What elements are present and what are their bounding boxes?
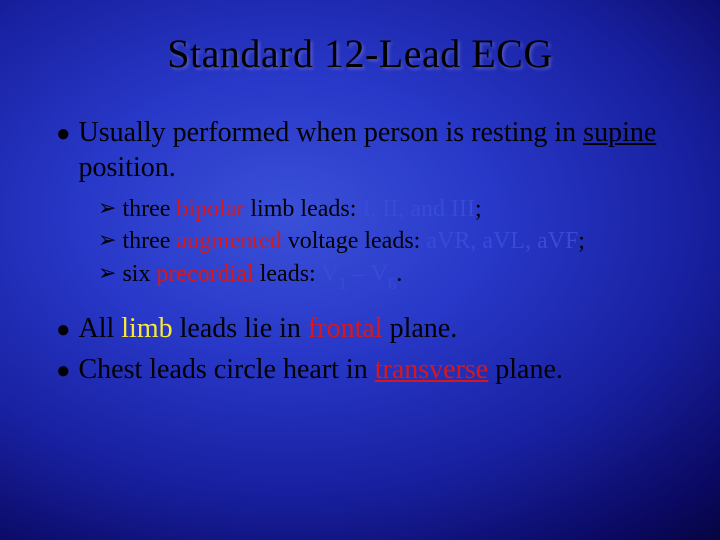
bullet-supine: ● Usually performed when person is resti… (56, 115, 670, 185)
bullet-dot-icon: ● (56, 315, 71, 345)
text-blue: aVR, aVL, aVF (426, 228, 578, 254)
v-label: V (321, 261, 338, 287)
text-red: precordial (156, 261, 253, 287)
text-fragment: Chest leads circle heart in (79, 354, 375, 385)
sub-bullet-list: ➢ three bipolar limb leads: I, II, and I… (98, 193, 670, 293)
dash: – (347, 261, 371, 287)
bullet-frontal: ● All limb leads lie in frontal plane. (56, 311, 670, 346)
arrow-icon: ➢ (98, 258, 116, 288)
bullet-text: Usually performed when person is resting… (79, 115, 671, 185)
text-yellow: limb (121, 313, 172, 344)
bullet-dot-icon: ● (56, 119, 71, 149)
text-blue: V1 – V6 (321, 261, 396, 287)
subscript: 1 (339, 274, 347, 293)
v-label: V (371, 261, 388, 287)
text-fragment: six (122, 261, 156, 287)
subscript: 6 (388, 274, 396, 293)
text-fragment: three (122, 228, 176, 254)
arrow-icon: ➢ (98, 225, 116, 255)
text-fragment: three (122, 196, 176, 222)
text-fragment: ; (475, 196, 482, 222)
text-red: augmented (176, 228, 281, 254)
slide: Standard 12-Lead ECG ● Usually performed… (0, 0, 720, 540)
text-fragment: leads: (254, 261, 322, 287)
text-fragment: leads lie in (173, 313, 308, 344)
bullet-transverse: ● Chest leads circle heart in transverse… (56, 352, 670, 387)
text-red: bipolar (176, 196, 244, 222)
sub-bullet-augmented: ➢ three augmented voltage leads: aVR, aV… (98, 225, 670, 257)
sub-text: six precordial leads: V1 – V6. (122, 258, 402, 293)
sub-text: three augmented voltage leads: aVR, aVL,… (122, 225, 585, 257)
text-fragment: All (79, 313, 122, 344)
text-blue: I, II, and III (362, 196, 475, 222)
text-fragment: limb leads: (244, 196, 362, 222)
text-fragment: . (396, 261, 402, 287)
sub-bullet-precordial: ➢ six precordial leads: V1 – V6. (98, 258, 670, 293)
text-fragment: ; (578, 228, 585, 254)
bullet-dot-icon: ● (56, 356, 71, 386)
arrow-icon: ➢ (98, 193, 116, 223)
sub-text: three bipolar limb leads: I, II, and III… (122, 193, 481, 225)
bullet-text: All limb leads lie in frontal plane. (79, 311, 671, 346)
text-fragment: plane. (383, 313, 458, 344)
text-fragment: Usually performed when person is resting… (79, 117, 584, 148)
text-red-underline: transverse (375, 354, 489, 385)
bullet-text: Chest leads circle heart in transverse p… (79, 352, 671, 387)
text-red: frontal (308, 313, 383, 344)
text-fragment: position. (79, 152, 176, 183)
supine-underline: supine (583, 117, 656, 148)
text-fragment: voltage leads: (282, 228, 427, 254)
text-fragment: plane. (488, 354, 563, 385)
slide-title: Standard 12-Lead ECG (50, 30, 670, 77)
sub-bullet-bipolar: ➢ three bipolar limb leads: I, II, and I… (98, 193, 670, 225)
